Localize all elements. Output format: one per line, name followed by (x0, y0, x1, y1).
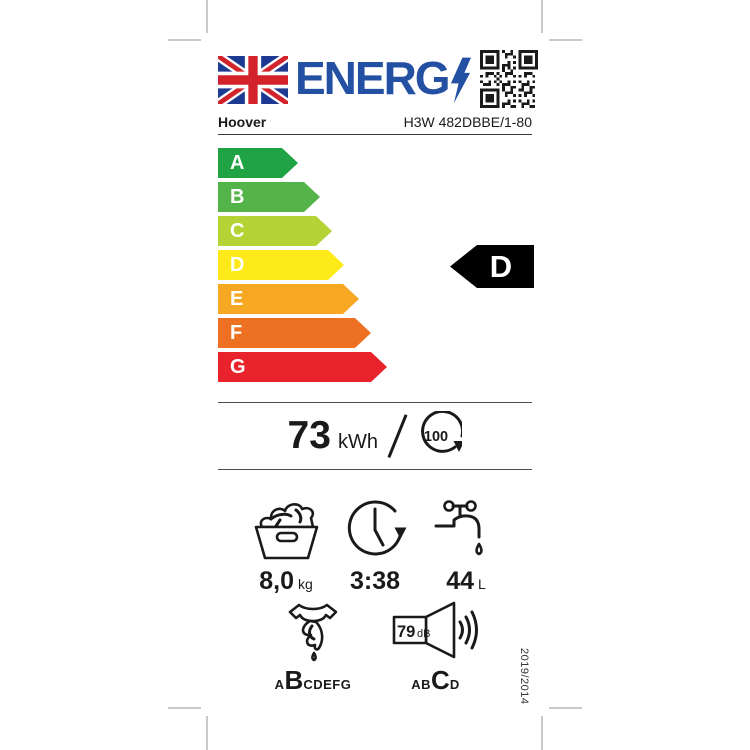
grade-letter: E (230, 288, 244, 310)
grade-arrow-d: D (218, 250, 344, 280)
noise-suffix: D (449, 677, 460, 692)
noise-prefix: AB (411, 677, 432, 692)
speaker-icon: 79 dB (392, 601, 478, 659)
spin-prefix: A (274, 677, 285, 692)
crop-mark (206, 716, 208, 750)
water-value: 44 (446, 567, 474, 595)
noise-metric: 79 dB AB C D (373, 600, 498, 696)
water-metric: 44 L (418, 498, 514, 596)
grade-arrow-g: G (218, 352, 387, 382)
spin-suffix: CDEFG (303, 677, 352, 692)
capacity-value: 8,0 (259, 567, 294, 595)
laundry-basket-icon (254, 503, 319, 560)
spin-class-letters: A B CDEFG (275, 665, 352, 696)
grade-letter: D (230, 254, 245, 276)
grade-arrow-c: C (218, 216, 332, 246)
kwh-unit: kWh (337, 430, 378, 453)
clock-icon (347, 500, 407, 556)
noise-value: 79 (397, 623, 415, 641)
grade-letter: C (230, 220, 245, 242)
label-header: ENERG (218, 50, 538, 108)
brand-row: Hoover H3W 482DBBE/1-80 (218, 112, 532, 135)
spin-rated-letter: B (284, 665, 304, 695)
noise-unit: dB (417, 628, 430, 640)
grade-letter: A (230, 152, 245, 174)
qr-code (480, 50, 538, 108)
slash-divider (387, 414, 407, 458)
grade-letter: G (230, 356, 246, 378)
grade-arrow-f: F (218, 318, 371, 348)
energy-consumption-band: 73 kWh 100 (218, 402, 532, 470)
crop-mark (541, 716, 543, 750)
cycles-circle-arrow-icon: 100 (421, 411, 463, 453)
crop-mark (541, 0, 543, 33)
rated-class-letter: D (489, 248, 513, 284)
regulation-number: 2019/2014 (518, 648, 530, 705)
crop-mark (168, 39, 201, 41)
capacity-metric: 8,0 kg (238, 498, 334, 596)
duration-value: 3:38 (349, 567, 401, 595)
efficiency-scale: A B C D E F G (218, 148, 532, 386)
crop-mark (206, 0, 208, 33)
grade-letter: B (230, 186, 245, 208)
noise-class-letters: AB C D (411, 665, 459, 696)
spin-class-metric: A B CDEFG (263, 600, 363, 696)
grade-arrow-b: B (218, 182, 320, 212)
lightning-bolt-icon (450, 57, 471, 104)
duration-metric: 3:38 (327, 498, 423, 596)
crop-mark (549, 707, 582, 709)
water-unit: L (478, 576, 486, 592)
tap-icon (434, 500, 483, 556)
union-jack-flag-icon (218, 56, 288, 104)
grade-letter: F (230, 322, 243, 344)
spin-dry-icon (288, 603, 338, 662)
grade-arrow-a: A (218, 148, 298, 178)
grade-arrow-e: E (218, 284, 359, 314)
cycles-count: 100 (424, 429, 448, 445)
capacity-unit: kg (297, 576, 313, 592)
energ-logo-text: ENERG (295, 52, 451, 104)
crop-mark (549, 39, 582, 41)
model-number: H3W 482DBBE/1-80 (403, 114, 532, 130)
kwh-value: 73 (287, 414, 331, 457)
brand-name: Hoover (218, 114, 267, 130)
noise-rated-letter: C (431, 665, 450, 695)
crop-mark (168, 707, 201, 709)
